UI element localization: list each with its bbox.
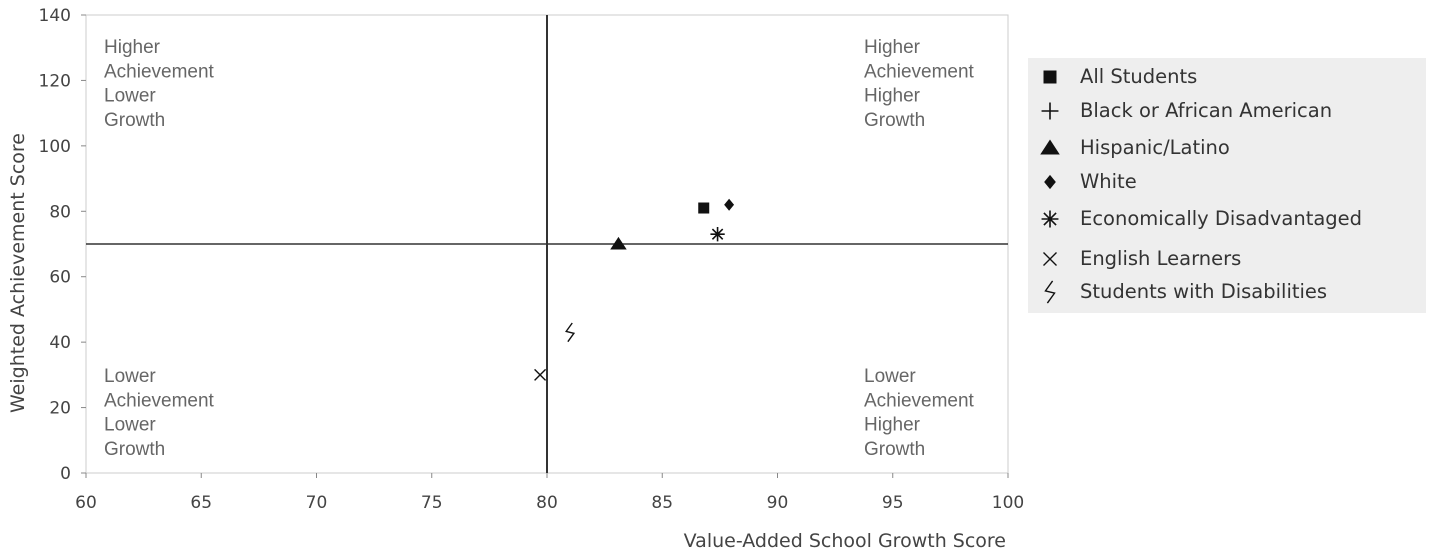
data-point-english-learners: [534, 368, 547, 381]
quadrant-label-top-right: Higher Achievement Higher Growth: [864, 37, 975, 131]
quadrant-label-bottom-right: Lower Achievement Higher Growth: [864, 366, 975, 460]
data-point-students-with-disabilities: [565, 322, 576, 343]
x-tick-label: 65: [190, 493, 212, 513]
x-tick-label: 95: [882, 493, 904, 513]
legend-label: Students with Disabilities: [1080, 280, 1327, 303]
y-tick-label: 120: [39, 71, 71, 91]
x-tick-label: 60: [75, 493, 97, 513]
legend-box: [1028, 58, 1426, 313]
data-point-economically-disadvantaged: [710, 227, 725, 242]
legend-label: English Learners: [1080, 247, 1241, 270]
legend-label: Economically Disadvantaged: [1080, 207, 1362, 230]
x-tick-label: 75: [421, 493, 443, 513]
x-tick-label: 80: [536, 493, 558, 513]
y-tick-label: 40: [49, 333, 71, 353]
legend-marker-squiggle: [1044, 280, 1056, 304]
y-tick-label: 140: [39, 6, 71, 26]
quadrant-label-top-left: Higher Achievement Lower Growth: [104, 37, 215, 131]
data-point-white: [724, 198, 735, 211]
legend-marker-diamond: [1044, 174, 1056, 190]
y-tick-label: 100: [39, 137, 71, 157]
y-tick-label: 0: [60, 464, 71, 484]
x-tick-label: 70: [306, 493, 328, 513]
y-tick-label: 80: [49, 202, 71, 222]
y-axis-title: Weighted Achievement Score: [7, 133, 29, 413]
quadrant-label-bottom-left: Lower Achievement Lower Growth: [104, 366, 215, 460]
legend-marker-asterisk: [1041, 210, 1059, 228]
y-axis-ticks: 0 20 40 60 80 100 120 140: [39, 6, 86, 484]
legend-marker-triangle: [1040, 139, 1060, 155]
legend-marker-x: [1043, 252, 1057, 266]
legend-marker-plus: [1041, 102, 1059, 120]
legend-label: Hispanic/Latino: [1080, 136, 1230, 159]
legend-marker-square: [1043, 70, 1057, 84]
x-tick-label: 100: [992, 493, 1024, 513]
reference-lines: [86, 15, 1008, 473]
data-points: [534, 198, 735, 381]
x-axis-ticks: 60 65 70 75 80 85 90 95 100: [75, 473, 1024, 513]
x-tick-label: 90: [767, 493, 789, 513]
data-point-all-students: [698, 202, 710, 214]
quadrant-labels: Higher Achievement Lower Growth Higher Achiev…: [104, 37, 975, 460]
data-point-hispanic-latino: [610, 236, 627, 250]
legend: All Students Black or African American His…: [1040, 65, 1362, 304]
legend-label: Black or African American: [1080, 99, 1332, 122]
x-tick-label: 85: [651, 493, 673, 513]
legend-label: All Students: [1080, 65, 1197, 88]
y-tick-label: 20: [49, 399, 71, 419]
y-tick-label: 60: [49, 268, 71, 288]
x-axis-title: Value-Added School Growth Score: [684, 530, 1006, 552]
legend-label: White: [1080, 170, 1137, 193]
